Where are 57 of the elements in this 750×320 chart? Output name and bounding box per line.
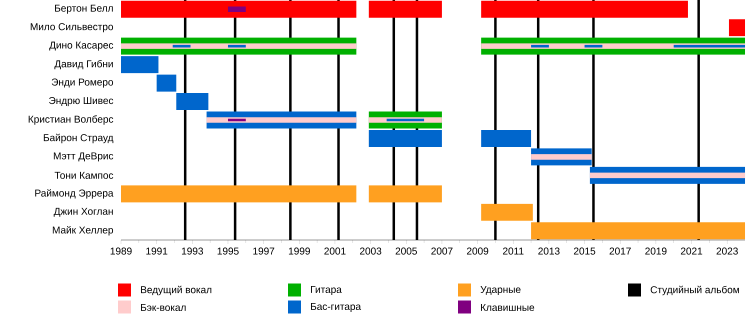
x-tick-label: 1989 [110, 248, 132, 255]
bar [590, 172, 746, 178]
y-tick-label: Дино Касарес [49, 42, 114, 51]
x-tick-label: 2011 [502, 248, 524, 255]
legend-label: Ударные [480, 286, 521, 295]
bar [386, 118, 424, 122]
bar [368, 0, 442, 18]
bar [228, 6, 246, 12]
x-tick-label: 1999 [288, 248, 310, 255]
x-tick-label: 2017 [610, 248, 631, 255]
bar [368, 185, 442, 202]
y-tick-label: Давид Гибни [54, 60, 113, 70]
y-tick-label: Джин Хоглан [54, 208, 113, 217]
bar [121, 185, 356, 202]
bar [531, 44, 549, 48]
x-tick-label: 2015 [574, 248, 596, 255]
bar [531, 154, 592, 160]
legend-label: Студийный альбом [650, 286, 739, 296]
y-tick-label: Эндрю Шивес [49, 97, 114, 106]
legend-label: Ведущий вокал [141, 286, 212, 296]
y-tick-label: Мило Сильвестро [30, 23, 114, 32]
x-tick-label: 2019 [645, 248, 667, 255]
bar [121, 0, 356, 18]
x-tick-label: 2023 [716, 248, 738, 255]
y-tick-label: Энди Ромеро [52, 78, 114, 88]
legend-label: Бэк-вокал [141, 304, 186, 311]
bar [228, 44, 246, 48]
x-tick-label: 2005 [396, 248, 417, 255]
x-tick-label: 1997 [253, 248, 274, 255]
legend-label: Клавишные [481, 304, 534, 311]
bar [172, 44, 191, 48]
x-tick-label: 2021 [680, 248, 702, 255]
bar [584, 44, 602, 48]
x-tick-label: 2001 [324, 248, 346, 255]
y-tick-label: Кристиан Волберс [28, 115, 114, 125]
y-tick-label: Бертон Белл [55, 4, 113, 14]
bar [228, 118, 246, 122]
x-tick-label: 2009 [466, 248, 488, 255]
x-tick-label: 1991 [146, 248, 168, 255]
y-tick-label: Майк Хеллер [52, 226, 114, 236]
y-tick-label: Раймонд Эррера [35, 189, 114, 199]
legend-label: Гитара [311, 286, 342, 295]
x-tick-label: 2007 [431, 248, 453, 255]
y-tick-label: Мэтт ДеВрис [54, 152, 114, 162]
bar [728, 19, 746, 36]
bar [121, 43, 356, 49]
bar [368, 130, 442, 147]
x-tick-label: 1995 [218, 248, 239, 255]
legend-label: Бас-гитара [311, 303, 362, 312]
bar [206, 117, 356, 123]
x-tick-label: 1993 [182, 248, 203, 255]
y-tick-label: Байрон Страуд [44, 134, 114, 144]
y-tick-label: Тони Кампос [54, 172, 114, 179]
bar [674, 44, 746, 48]
x-tick-label: 2003 [360, 248, 382, 255]
bar [481, 0, 688, 18]
x-tick-label: 2013 [538, 248, 560, 255]
